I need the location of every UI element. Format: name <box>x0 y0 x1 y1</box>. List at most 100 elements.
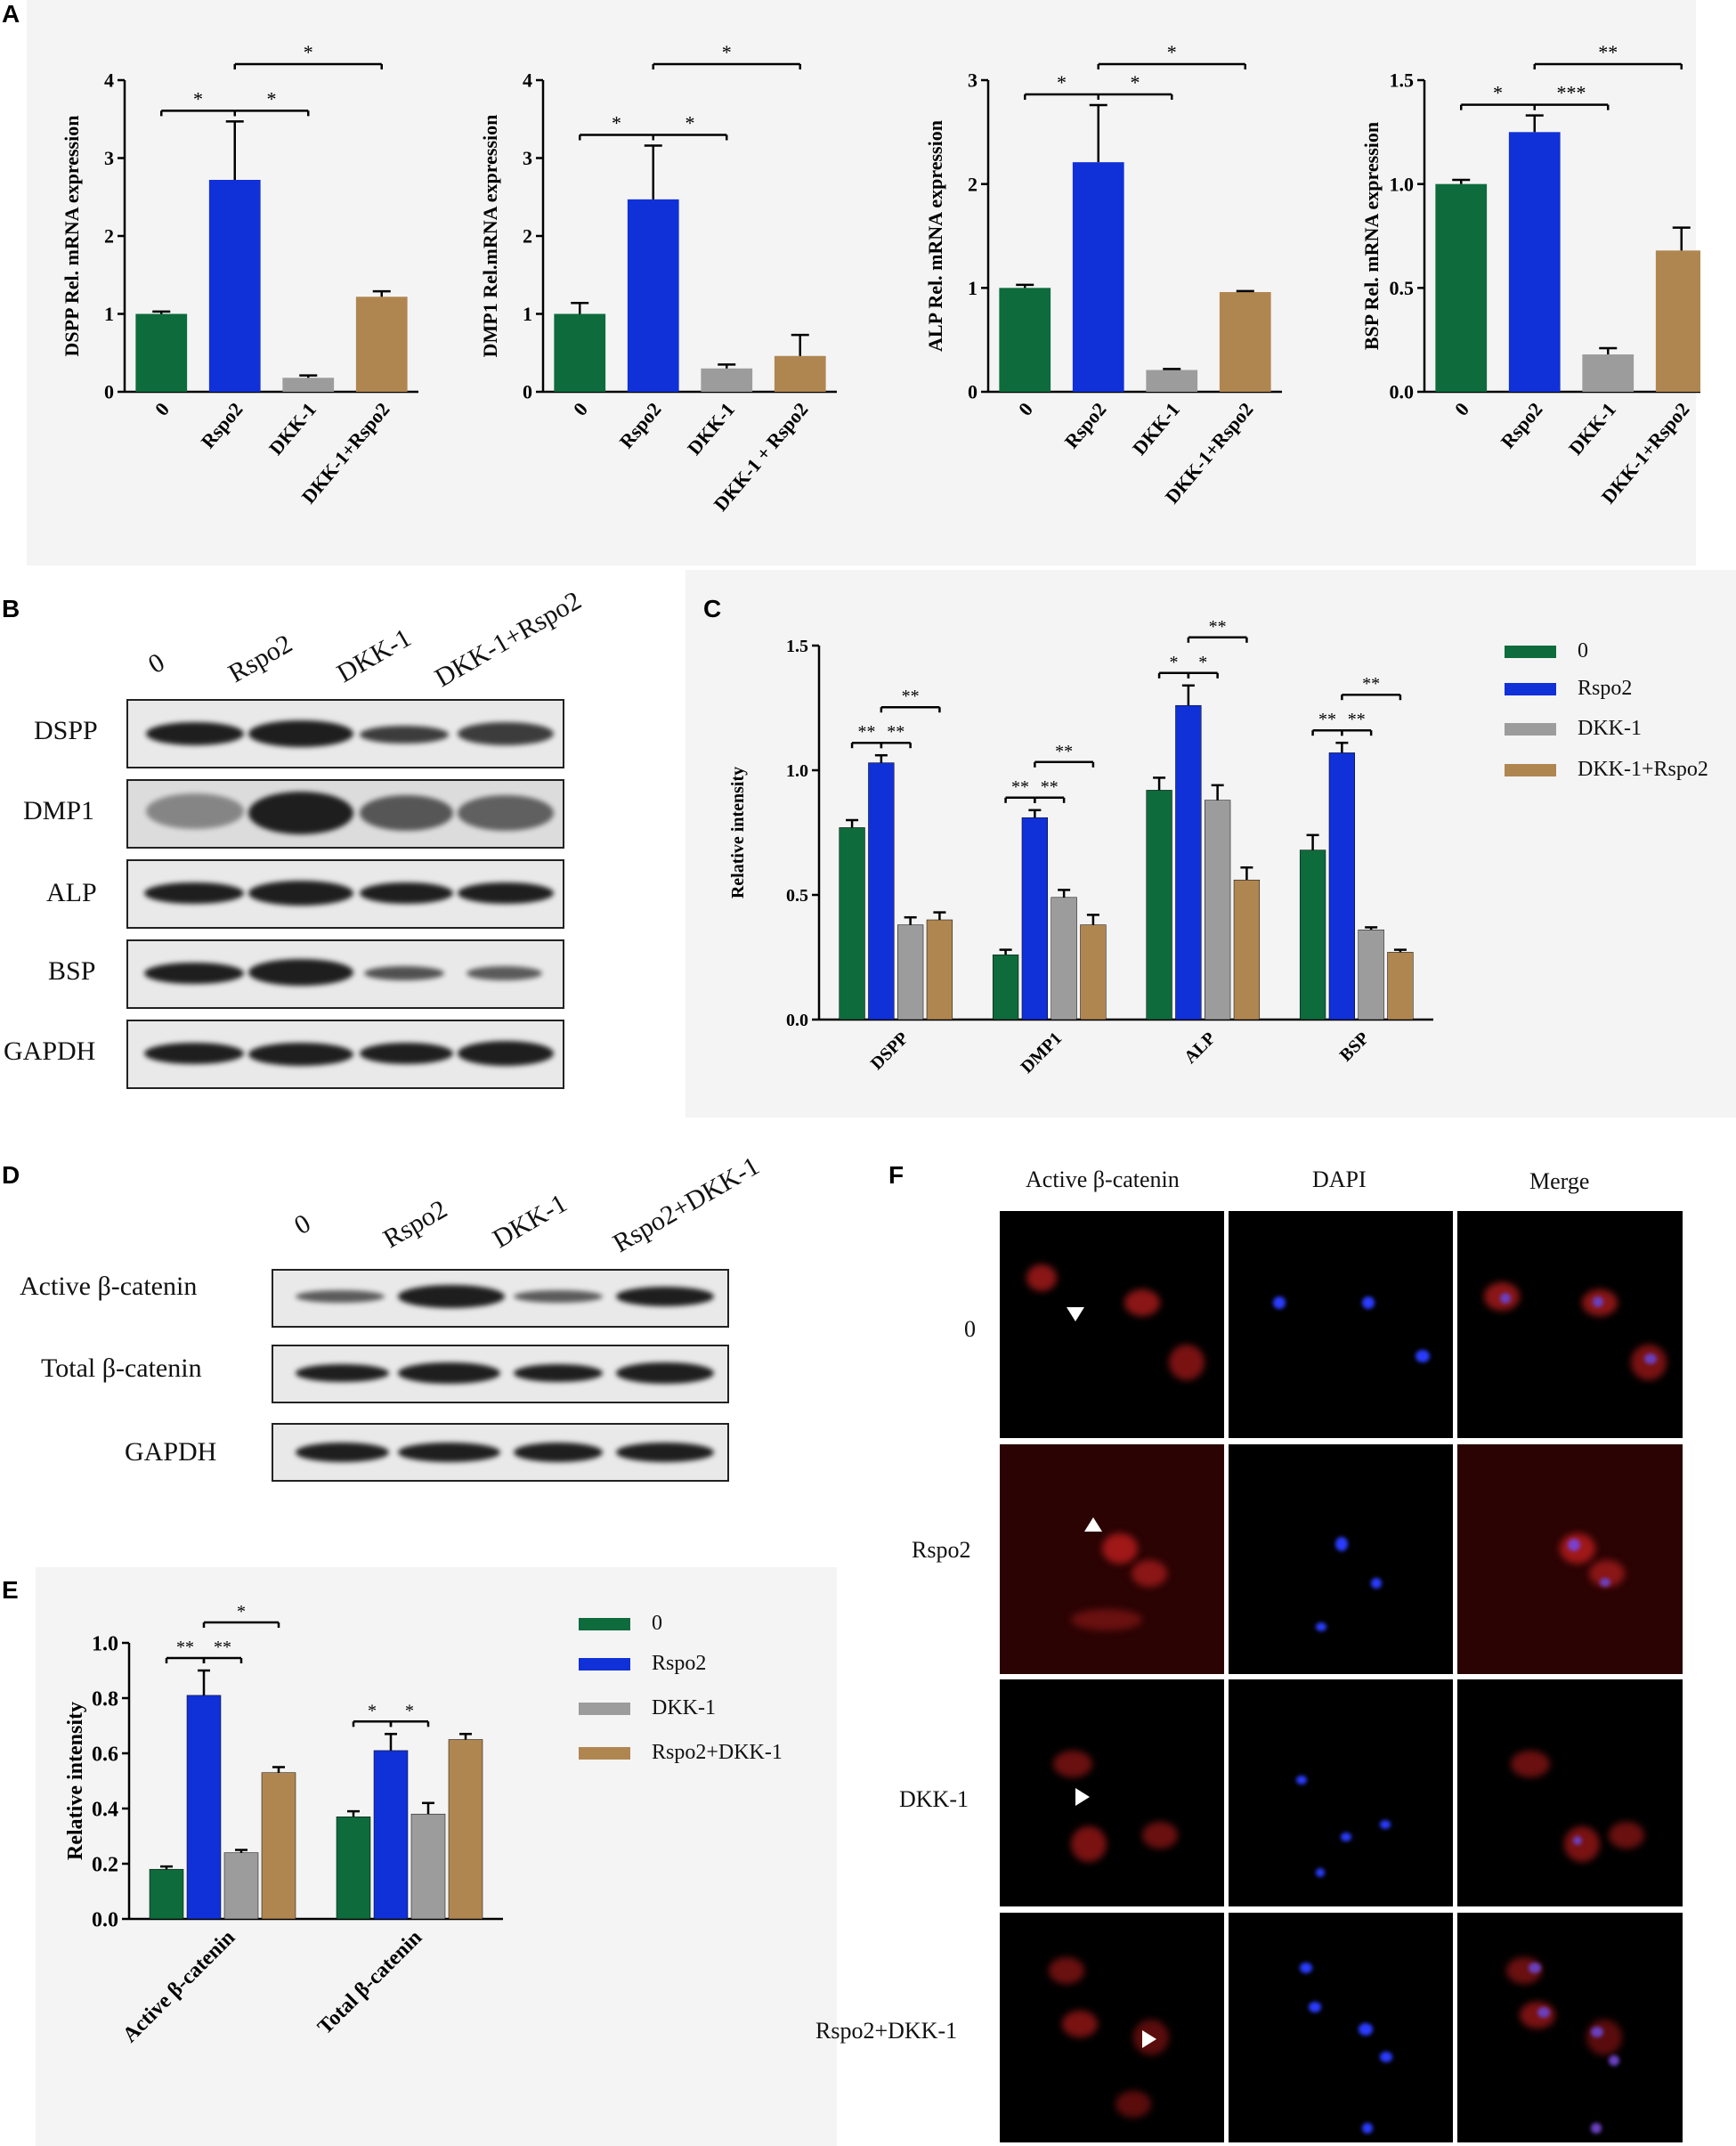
bar <box>1080 924 1107 1020</box>
y-tick-label: 3 <box>968 69 978 92</box>
band <box>360 882 453 904</box>
bar <box>868 762 895 1020</box>
blot-d-active-strip <box>272 1269 729 1328</box>
x-tick-label: 0 <box>569 398 592 419</box>
band <box>398 1443 500 1462</box>
significance-label: * <box>612 112 621 134</box>
y-tick-label: 1.0 <box>92 1632 118 1655</box>
significance-label: ** <box>1209 617 1227 637</box>
legend-c-combo: DKK-1+Rspo2 <box>1505 758 1708 782</box>
micro-rspo2-merge <box>1457 1444 1683 1674</box>
micro-combo-dapi <box>1229 1913 1453 2142</box>
y-tick-label: 0.5 <box>786 886 808 906</box>
nucleus <box>1591 2123 1602 2134</box>
bar <box>410 1813 446 1920</box>
arrow-icon <box>1075 1788 1090 1806</box>
band <box>458 882 554 904</box>
micro-row-0: 0 <box>964 1316 976 1342</box>
panel-letter-b: B <box>2 595 20 622</box>
micro-0-merge <box>1457 1211 1683 1438</box>
bar <box>1655 250 1700 392</box>
significance-label: ** <box>902 687 920 706</box>
micro-dkk1-active <box>1000 1679 1224 1906</box>
band <box>398 1285 505 1308</box>
band <box>248 720 353 747</box>
bar <box>1021 817 1049 1020</box>
cell <box>1142 1822 1178 1849</box>
bar <box>839 827 865 1020</box>
nucleus <box>1529 1963 1541 1973</box>
legend-swatch <box>579 1703 630 1716</box>
legend-label: 0 <box>652 1612 662 1635</box>
band <box>248 959 353 986</box>
micro-dkk1-dapi <box>1229 1679 1453 1906</box>
blot-b-row-dspp: DSPP <box>34 716 98 745</box>
y-tick-label: 0.0 <box>92 1908 118 1931</box>
legend-swatch <box>579 1658 630 1671</box>
y-tick-label: 3 <box>523 147 532 169</box>
y-tick-label: 4 <box>104 69 114 92</box>
legend-c-rspo2: Rspo2 <box>1505 677 1632 701</box>
cell <box>1511 1751 1550 1777</box>
band <box>360 795 453 831</box>
x-tick-label: 0 <box>1014 398 1037 419</box>
cell <box>1169 1345 1205 1380</box>
blot-b-lane-rspo2: Rspo2 <box>223 629 297 689</box>
nucleus <box>1359 2023 1373 2036</box>
significance-label: * <box>193 87 203 110</box>
band <box>398 1362 500 1384</box>
band <box>360 726 449 744</box>
nucleus <box>1568 1539 1580 1551</box>
bar <box>373 1750 409 1920</box>
y-tick-label: 0.2 <box>92 1853 118 1876</box>
blot-d-lane-rspo2: Rspo2 <box>378 1194 452 1255</box>
dmp1-mrna-chart: 0 1 2 3 4 DMP1 Rel.mRNA expression 0 Rspo2 DKK-1… <box>479 41 837 516</box>
band <box>616 1443 714 1462</box>
y-tick-label: 0.6 <box>92 1743 118 1766</box>
x-tick-label: Active β-catenin <box>118 1926 239 2047</box>
nucleus <box>1537 2007 1550 2018</box>
y-tick-label: 1.5 <box>786 637 808 656</box>
cell <box>1049 1957 1084 1984</box>
nucleus <box>1362 1297 1375 1309</box>
micro-col-active: Active β-catenin <box>1026 1166 1180 1192</box>
significance-label: * <box>304 41 313 63</box>
legend-swatch <box>579 1618 630 1631</box>
blot-d-gapdh-strip <box>272 1423 729 1482</box>
micro-combo-merge <box>1457 1913 1683 2142</box>
micro-combo-active <box>1000 1913 1224 2142</box>
x-tick-label: Rspo2 <box>615 398 666 452</box>
blot-b-lane-combo: DKK-1+Rspo2 <box>430 585 587 694</box>
significance-label: ** <box>176 1638 194 1657</box>
arrow-icon <box>1142 2030 1156 2048</box>
micro-col-merge: Merge <box>1529 1168 1590 1194</box>
y-tick-label: 1.0 <box>786 761 808 781</box>
blot-d-lane-combo: Rspo2+DKK-1 <box>608 1150 765 1259</box>
bar <box>1175 704 1202 1020</box>
x-tick-label: DKK-1 <box>683 398 739 459</box>
panel-letter-e: E <box>2 1576 19 1604</box>
band <box>296 1364 389 1382</box>
nucleus <box>1296 1776 1307 1784</box>
significance-label: * <box>1493 82 1503 104</box>
band <box>616 1287 714 1306</box>
significance-label: ** <box>1011 777 1029 797</box>
significance-label: ** <box>1055 742 1073 761</box>
nucleus <box>1335 1537 1348 1551</box>
bar <box>336 1817 371 1920</box>
y-axis-label: ALP Rel. mRNA expression <box>924 120 946 352</box>
legend-swatch <box>1505 764 1556 777</box>
cell <box>1102 1533 1138 1564</box>
legend-swatch <box>1505 683 1556 696</box>
significance-label: * <box>1131 71 1140 93</box>
dspp-mrna-chart: 0 1 2 3 4 DSPP Rel. mRNA expression 0 Rspo2 DKK-… <box>61 41 418 508</box>
significance-label: ** <box>887 722 905 742</box>
band <box>364 966 444 980</box>
band <box>146 793 244 829</box>
bar <box>223 1852 259 1920</box>
legend-e-dkk1: DKK-1 <box>579 1696 716 1720</box>
band <box>458 1041 554 1066</box>
nucleus <box>1380 1820 1391 1829</box>
x-tick-label: Total β-catenin <box>313 1926 426 2039</box>
